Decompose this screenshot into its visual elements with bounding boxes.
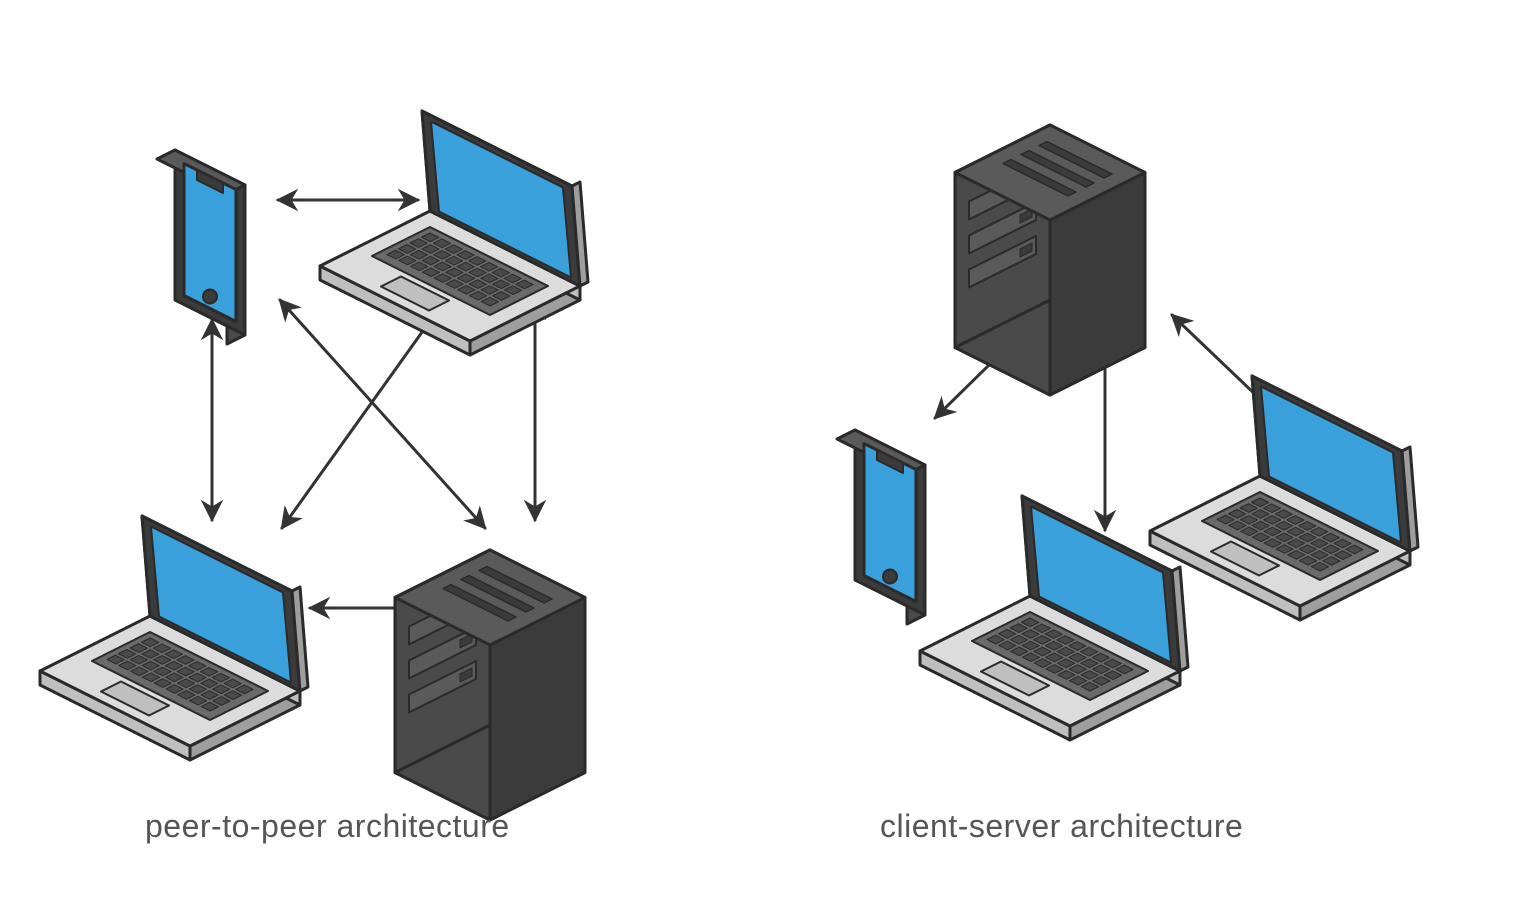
- diagram-svg: [0, 0, 1520, 916]
- server-server: [395, 550, 585, 820]
- caption-p2p: peer-to-peer architecture: [145, 808, 510, 845]
- phone-phone: [157, 150, 245, 344]
- laptop-laptopR: [1150, 376, 1418, 620]
- server-server: [955, 125, 1145, 395]
- phone-phone: [837, 430, 925, 624]
- laptop-laptopT: [320, 111, 588, 355]
- diagram-canvas: peer-to-peer architecture client-server …: [0, 0, 1520, 916]
- caption-client-server: client-server architecture: [880, 808, 1243, 845]
- edge-laptopT-laptopB: [282, 300, 445, 528]
- laptop-laptopM: [920, 496, 1188, 740]
- laptop-laptopB: [40, 516, 308, 760]
